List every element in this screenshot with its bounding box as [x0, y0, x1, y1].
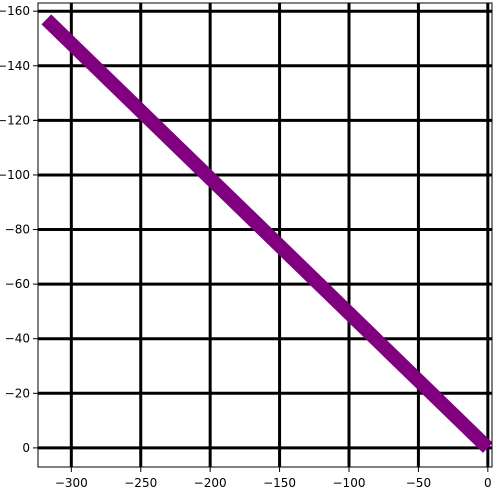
- y-tick-label: −40: [5, 332, 30, 346]
- y-tick-label: −60: [5, 277, 30, 291]
- series-line: [41, 14, 493, 453]
- y-tick-label: −160: [0, 4, 30, 18]
- tick-marks: [33, 10, 489, 472]
- x-tick-label: −150: [263, 476, 296, 490]
- y-tick-label: −140: [0, 59, 30, 73]
- x-tick-label: 0: [484, 476, 492, 490]
- x-tick-label: −100: [333, 476, 366, 490]
- axes: [37, 2, 493, 468]
- x-tick-label: −50: [406, 476, 431, 490]
- plot-frame: [37, 2, 493, 468]
- y-tick-label: 0: [22, 441, 30, 455]
- tick-labels: −300 −250 −200 −150 −100 −50 0 0 −20 −40 −60 −80 −10…: [0, 4, 492, 490]
- x-tick-label: −250: [124, 476, 157, 490]
- y-tick-label: −100: [0, 168, 30, 182]
- y-tick-label: −20: [5, 386, 30, 400]
- x-tick-label: −300: [55, 476, 88, 490]
- y-tick-label: −80: [5, 223, 30, 237]
- x-tick-label: −200: [194, 476, 227, 490]
- data-series: [41, 14, 493, 453]
- y-tick-label: −120: [0, 113, 30, 127]
- grid: [38, 3, 492, 467]
